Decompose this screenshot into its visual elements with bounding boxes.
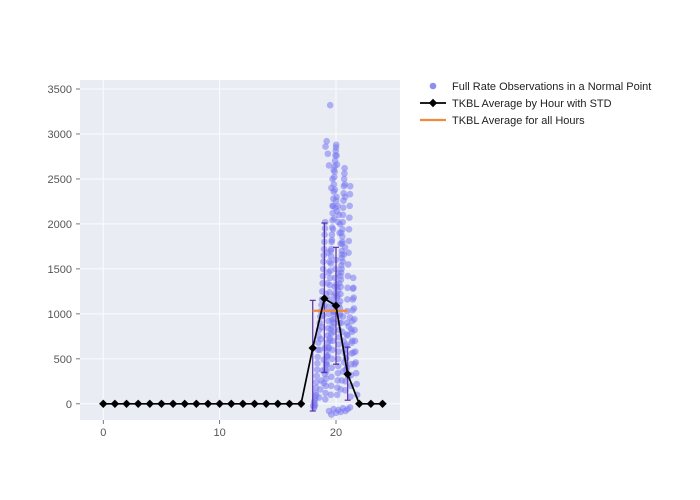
y-tick-label: 500 xyxy=(54,354,72,366)
y-tick-label: 2500 xyxy=(48,174,72,186)
legend-label: TKBL Average by Hour with STD xyxy=(452,98,612,110)
y-tick-label: 1500 xyxy=(48,264,72,276)
legend-label: TKBL Average for all Hours xyxy=(452,115,585,127)
y-tick-label: 1000 xyxy=(48,309,72,321)
y-tick-label: 3000 xyxy=(48,129,72,141)
legend-label: Full Rate Observations in a Normal Point xyxy=(452,81,651,93)
y-tick-label: 2000 xyxy=(48,219,72,231)
x-tick-label: 10 xyxy=(214,427,226,439)
scatter-line-chart: 0 10 20 0 500 1000 1500 2000 2500 3000 3500 Full Ra… xyxy=(0,0,700,500)
plot-bg xyxy=(80,80,400,420)
x-tick-label: 20 xyxy=(330,427,342,439)
y-tick-label: 3500 xyxy=(48,84,72,96)
x-tick-label: 0 xyxy=(100,427,106,439)
legend-marker-scatter xyxy=(430,83,437,90)
y-tick-label: 0 xyxy=(66,399,72,411)
